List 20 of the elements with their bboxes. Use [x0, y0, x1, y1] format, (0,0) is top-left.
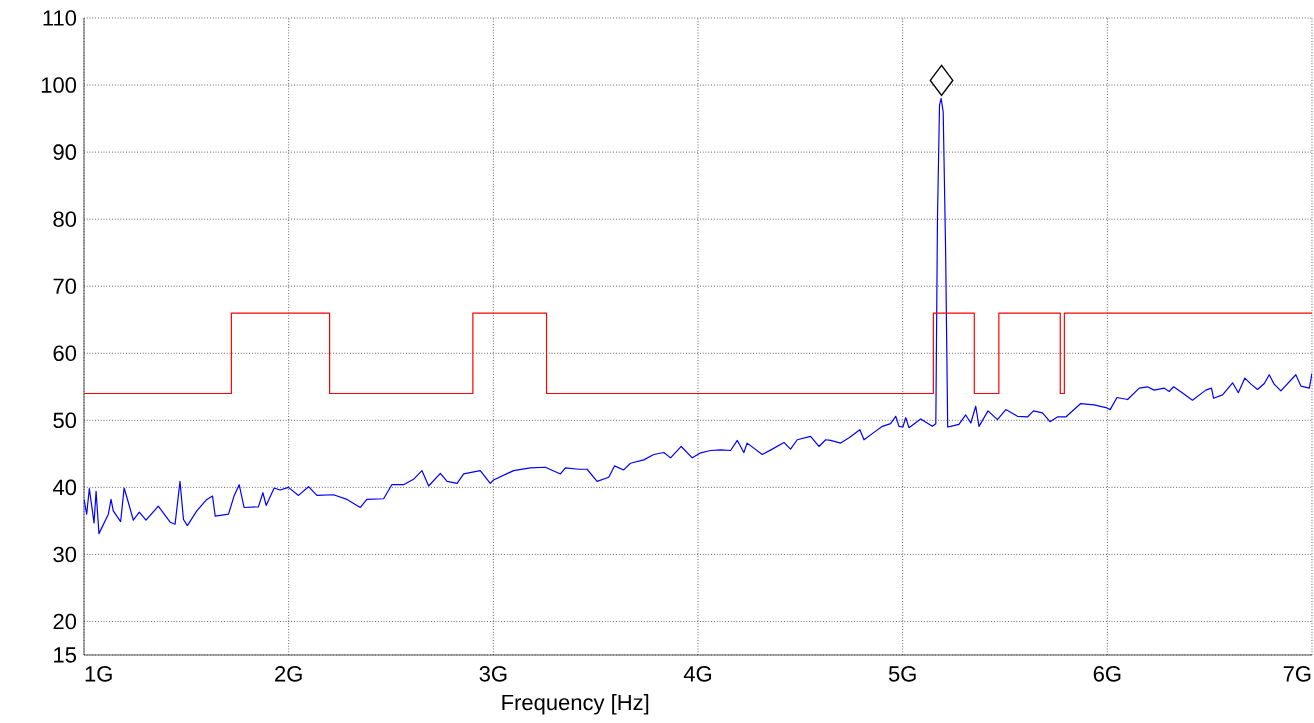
- y-tick-label: 90: [53, 144, 77, 160]
- x-tick-label: 1G: [85, 666, 112, 682]
- x-tick-label: 2G: [275, 666, 302, 682]
- y-tick-label: 60: [53, 345, 77, 362]
- y-tick-label: 110: [43, 10, 77, 26]
- y-tick-label: 15: [54, 647, 76, 663]
- y-tick-label: 40: [52, 479, 77, 496]
- y-tick-label: 30: [53, 546, 77, 563]
- y-tick-label: 20: [53, 613, 77, 630]
- x-tick-label: 6G: [1093, 666, 1121, 682]
- y-tick-label: 100: [41, 77, 77, 93]
- x-tick-label: 3G: [479, 666, 507, 682]
- line-series: [84, 97, 1312, 535]
- y-tick-label: 70: [53, 278, 77, 295]
- x-tick-label: 4G: [683, 666, 712, 682]
- y-tick-label: 50: [53, 412, 77, 429]
- y-tick-label: 80: [53, 211, 77, 227]
- x-tick-label: 5G: [888, 666, 916, 682]
- x-tick-label: 7G: [1283, 666, 1311, 682]
- x-axis-title: Frequency [Hz]: [502, 694, 649, 715]
